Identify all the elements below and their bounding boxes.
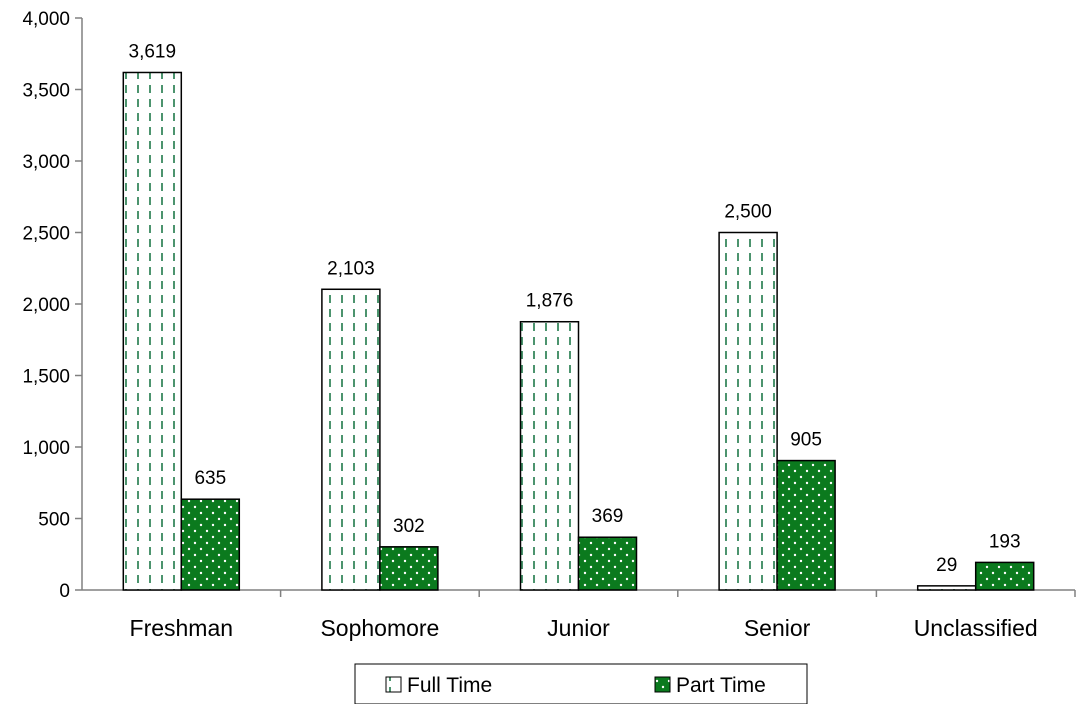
- x-category-label: Sophomore: [320, 615, 439, 641]
- y-tick-label: 1,000: [22, 438, 70, 459]
- data-labels: 3,619 635 2,103 302 1,876 369 2,500 905 29 193: [129, 41, 1021, 575]
- y-tick-label: 1,500: [22, 367, 70, 388]
- data-label-part-time: 302: [393, 516, 425, 537]
- bar-part-time: [776, 459, 836, 591]
- y-tick-label: 3,500: [22, 81, 70, 102]
- legend-swatch-full-time: [385, 676, 402, 693]
- y-tick-label: 2,000: [22, 295, 70, 316]
- legend-box: [354, 663, 808, 705]
- data-label-full-time: 1,876: [526, 291, 574, 312]
- bars: [122, 71, 1035, 591]
- bar-part-time: [180, 498, 241, 591]
- bar-full-time: [321, 288, 381, 591]
- legend-label-part-time: Part Time: [676, 674, 766, 697]
- y-tick-label: 500: [38, 510, 70, 531]
- x-category-label: Senior: [744, 615, 811, 641]
- bar-full-time: [519, 320, 580, 591]
- legend-swatch-part-time: [654, 676, 671, 693]
- y-tick-label: 0: [59, 581, 70, 602]
- data-label-full-time: 2,103: [327, 258, 375, 279]
- data-label-full-time: 2,500: [724, 202, 772, 223]
- legend: Full Time Part Time: [354, 663, 808, 705]
- y-tick-label: 2,500: [22, 224, 70, 245]
- x-category-label: Freshman: [130, 615, 234, 641]
- data-label-full-time: 3,619: [129, 41, 177, 62]
- legend-label-full-time: Full Time: [407, 674, 492, 697]
- axes: 0 500 1,000 1,500 2,000 2,500 3,000 3,500 4,000 F…: [22, 9, 1076, 641]
- x-category-label: Unclassified: [914, 615, 1038, 641]
- data-label-part-time: 905: [790, 430, 822, 451]
- y-tick-label: 4,000: [22, 9, 70, 30]
- y-tick-label: 3,000: [22, 152, 70, 173]
- bar-part-time: [974, 561, 1035, 591]
- bar-full-time: [122, 71, 183, 591]
- data-label-part-time: 193: [989, 531, 1021, 552]
- bar-part-time: [379, 546, 439, 591]
- bar-full-time: [916, 585, 977, 591]
- bar-full-time: [718, 231, 778, 591]
- data-label-part-time: 369: [592, 506, 624, 527]
- data-label-part-time: 635: [194, 468, 226, 489]
- bar-part-time: [577, 536, 638, 591]
- data-label-full-time: 29: [936, 555, 957, 576]
- x-category-label: Junior: [547, 615, 610, 641]
